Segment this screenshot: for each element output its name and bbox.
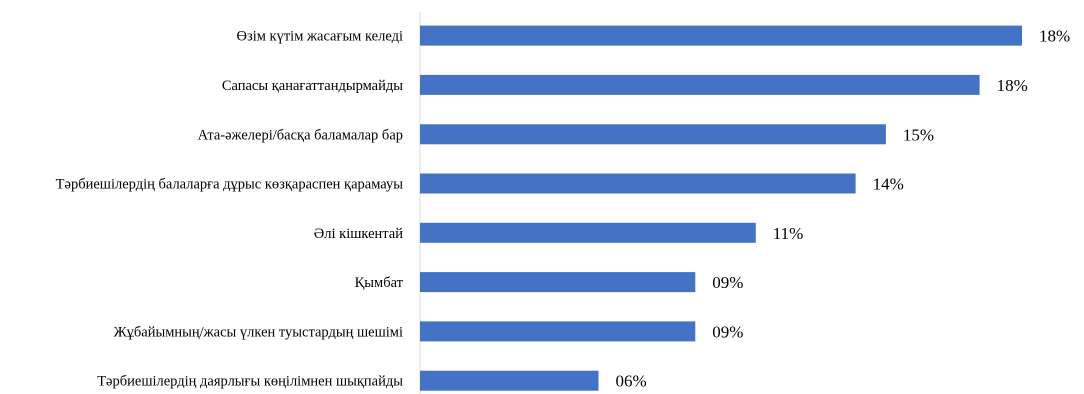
data-label-1: 18% [997,76,1028,95]
data-label-7: 06% [616,372,647,391]
bar-1 [420,74,980,95]
category-label-4: Әлі кішкентай [314,226,403,242]
category-label-6: Жұбайымның/жасы үлкен туыстардың шешімі [114,324,403,340]
category-label-0: Өзім күтім жасағым келеді [237,29,404,45]
bars-group [420,25,1022,391]
data-label-0: 18% [1039,27,1070,46]
data-label-2: 15% [903,125,934,144]
category-label-5: Қымбат [355,275,404,291]
category-labels-group: Өзім күтім жасағым келеді Сапасы қанағатт… [56,29,404,390]
data-label-4: 11% [773,224,804,243]
bar-0 [420,25,1022,46]
bar-2 [420,124,886,145]
category-label-2: Ата-әжелері/басқа баламалар бар [198,127,403,143]
bar-7 [420,370,599,391]
bar-6 [420,321,696,342]
data-label-3: 14% [873,175,904,194]
data-label-6: 09% [712,322,743,341]
category-label-7: Тәрбиешілердің даярлығы көңілімнен шықпа… [97,374,403,390]
bar-5 [420,272,696,293]
category-label-1: Сапасы қанағаттандырмайды [222,78,403,94]
bar-4 [420,222,756,243]
data-label-5: 09% [712,273,743,292]
data-labels-group: 18% 18% 15% 14% 11% 09% 09% 06% [616,27,1071,391]
bar-3 [420,173,856,194]
category-label-3: Тәрбиешілердің балаларға дұрыс көзқарасп… [56,177,404,193]
